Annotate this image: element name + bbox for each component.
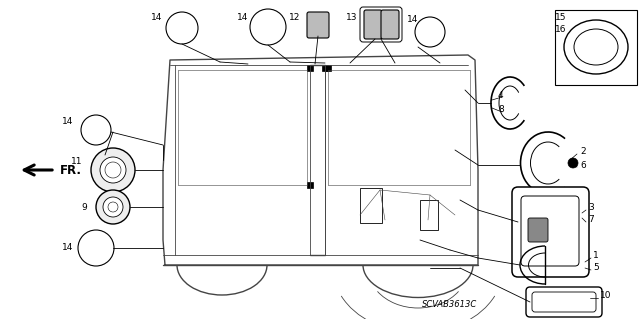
Text: SCVAB3613C: SCVAB3613C xyxy=(422,300,477,309)
Text: 5: 5 xyxy=(593,263,599,272)
Text: 14: 14 xyxy=(61,117,73,127)
FancyBboxPatch shape xyxy=(512,187,589,277)
FancyBboxPatch shape xyxy=(381,10,399,39)
Circle shape xyxy=(108,202,118,212)
Ellipse shape xyxy=(564,20,628,74)
Circle shape xyxy=(568,158,578,168)
FancyBboxPatch shape xyxy=(364,10,382,39)
Ellipse shape xyxy=(574,29,618,65)
FancyBboxPatch shape xyxy=(528,218,548,242)
Text: 16: 16 xyxy=(555,26,566,34)
Text: 11: 11 xyxy=(70,158,82,167)
Text: 14: 14 xyxy=(237,12,248,21)
Text: 7: 7 xyxy=(588,216,594,225)
Text: 12: 12 xyxy=(289,13,300,23)
Text: 15: 15 xyxy=(555,12,566,21)
Circle shape xyxy=(100,157,126,183)
Text: 9: 9 xyxy=(81,203,87,211)
FancyBboxPatch shape xyxy=(307,12,329,38)
Bar xyxy=(555,10,637,85)
FancyBboxPatch shape xyxy=(526,287,602,317)
Bar xyxy=(322,65,328,71)
Bar xyxy=(325,65,331,71)
Text: 13: 13 xyxy=(346,12,357,21)
Text: FR.: FR. xyxy=(60,164,82,176)
Text: 1: 1 xyxy=(593,251,599,261)
Text: 14: 14 xyxy=(61,243,73,253)
Circle shape xyxy=(103,197,123,217)
Bar xyxy=(360,188,382,223)
Text: 3: 3 xyxy=(588,204,594,212)
Text: 8: 8 xyxy=(498,106,504,115)
Text: 10: 10 xyxy=(600,292,611,300)
Bar xyxy=(307,182,313,188)
Bar xyxy=(307,65,313,71)
Circle shape xyxy=(96,190,130,224)
FancyBboxPatch shape xyxy=(532,292,596,312)
Bar xyxy=(420,200,438,230)
Text: 14: 14 xyxy=(406,16,418,25)
Text: 14: 14 xyxy=(150,13,162,23)
Text: 2: 2 xyxy=(580,147,586,157)
Circle shape xyxy=(105,162,121,178)
FancyBboxPatch shape xyxy=(521,196,579,266)
Text: 4: 4 xyxy=(498,91,504,100)
Text: 6: 6 xyxy=(580,160,586,169)
Circle shape xyxy=(91,148,135,192)
